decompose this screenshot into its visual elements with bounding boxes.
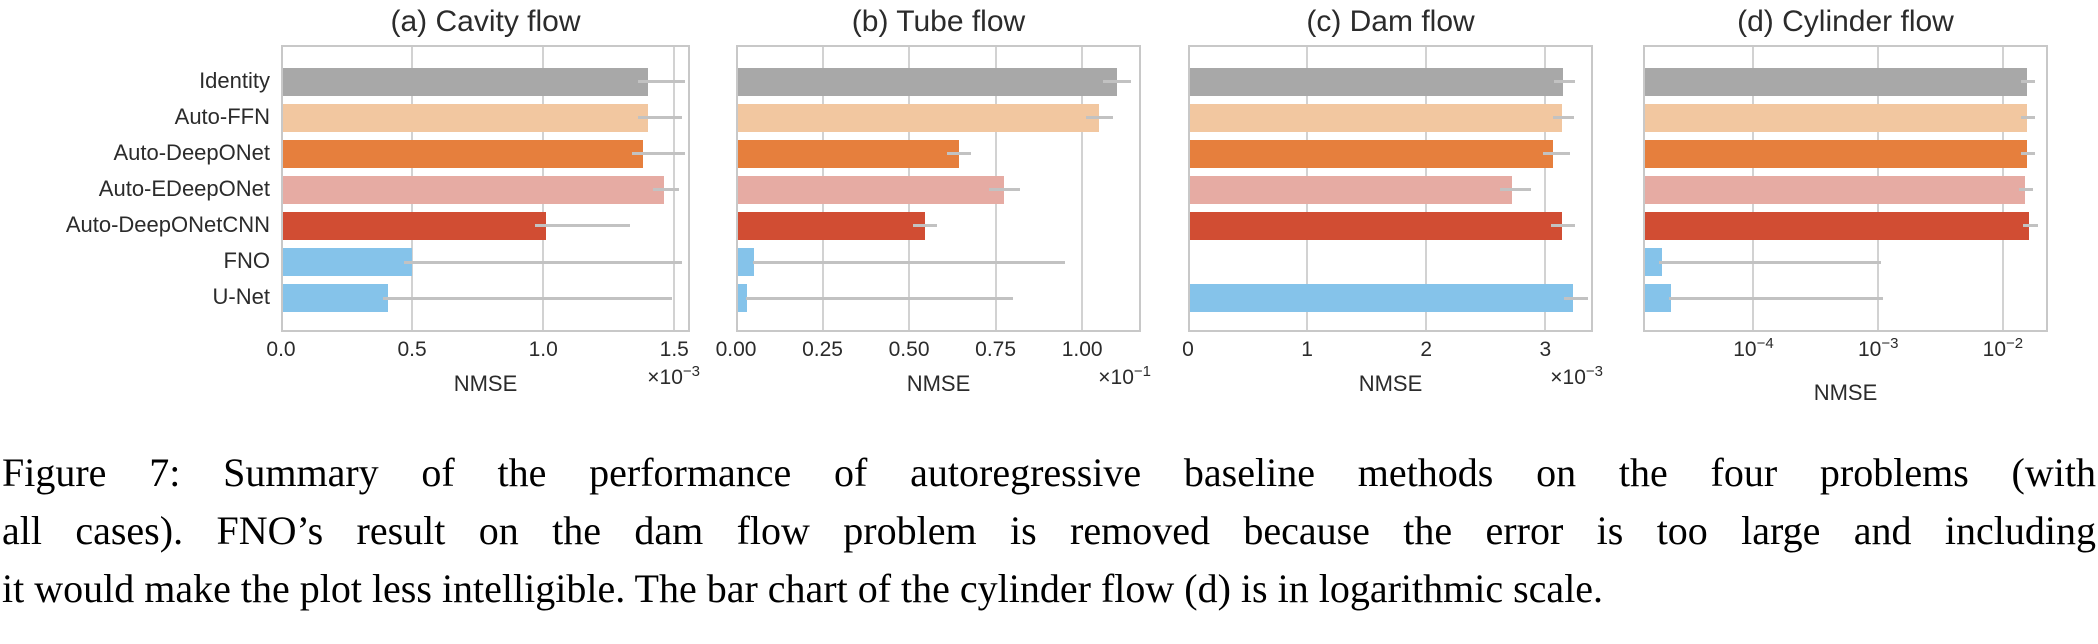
axis-offset-cavity-flow: ×10−3 (647, 363, 700, 389)
errorbar-dam-flow-1 (1552, 116, 1574, 120)
x-tick-tube-flow-3: 0.75 (975, 338, 1017, 361)
bar-dam-flow-6 (1188, 284, 1573, 313)
axis-offset-dam-flow: ×10−3 (1550, 363, 1603, 389)
figure-caption: Figure 7: Summary of the performance of … (2, 444, 2096, 618)
x-axis-label-cylinder-flow: NMSE (1813, 380, 1878, 405)
errorbar-dam-flow-4 (1551, 224, 1576, 228)
errorbar-cylinder-flow-1 (2021, 116, 2035, 120)
x-axis-label-tube-flow: NMSE (906, 371, 971, 396)
x-tick-dam-flow-0: 0 (1182, 338, 1194, 361)
x-tick-tube-flow-2: 0.50 (888, 338, 930, 361)
bar-cavity-flow-4 (281, 211, 546, 240)
category-label-identity: Identity (199, 67, 270, 93)
bar-cylinder-flow-6 (1643, 284, 1672, 313)
x-tick-tube-flow-0: 0.00 (715, 338, 757, 361)
x-tick-cavity-flow-1: 0.5 (397, 338, 427, 361)
errorbar-tube-flow-3 (988, 188, 1020, 192)
x-tick-cavity-flow-3: 1.5 (659, 338, 689, 361)
bar-dam-flow-4 (1188, 211, 1563, 240)
category-label-auto-edeeponet: Auto-EDeepONet (98, 175, 270, 201)
errorbar-tube-flow-1 (1085, 116, 1114, 120)
errorbar-tube-flow-5 (752, 260, 1065, 264)
bar-dam-flow-1 (1188, 103, 1563, 132)
errorbar-cavity-flow-4 (535, 224, 630, 228)
errorbar-cylinder-flow-0 (2021, 80, 2035, 83)
errorbar-cavity-flow-6 (383, 296, 672, 300)
x-tick-dam-flow-2: 2 (1420, 338, 1433, 361)
bar-cavity-flow-5 (281, 248, 413, 276)
plot-box-cylinder-flow (1643, 45, 2048, 332)
plot-box-dam-flow (1188, 45, 1593, 332)
errorbar-tube-flow-4 (912, 224, 937, 228)
bar-cavity-flow-2 (281, 139, 643, 168)
x-axis-label-cavity-flow: NMSE (453, 371, 518, 396)
x-tick-cylinder-flow-1: 10−3 (1857, 335, 1899, 361)
chart-title-cavity-flow: (a) Cavity flow (390, 5, 581, 38)
chart-title-dam-flow: (c) Dam flow (1306, 5, 1475, 38)
bar-cylinder-flow-2 (1643, 139, 2027, 168)
bar-tube-flow-2 (736, 139, 960, 168)
caption-line-1: Figure 7: Summary of the performance of … (2, 450, 2096, 495)
x-tick-cylinder-flow-2: 10−2 (1982, 335, 2024, 361)
errorbar-dam-flow-0 (1553, 80, 1576, 83)
axis-offset-tube-flow: ×10−1 (1098, 363, 1151, 389)
category-label-auto-deeponet: Auto-DeepONet (113, 139, 270, 165)
category-label-auto-deeponetcnn: Auto-DeepONetCNN (65, 211, 270, 237)
caption-line-2: all cases). FNO’s result on the dam flow… (2, 508, 2096, 553)
bar-cavity-flow-3 (281, 175, 664, 204)
bar-tube-flow-1 (736, 103, 1100, 132)
x-tick-dam-flow-1: 1 (1301, 338, 1313, 361)
x-tick-tube-flow-4: 1.00 (1061, 338, 1103, 361)
errorbar-cylinder-flow-6 (1668, 296, 1884, 300)
bar-cavity-flow-0 (281, 67, 649, 96)
x-tick-tube-flow-1: 0.25 (802, 338, 843, 361)
x-tick-cylinder-flow-0: 10−4 (1733, 335, 1774, 361)
bar-tube-flow-5 (736, 248, 754, 276)
plot-box-tube-flow (736, 45, 1141, 332)
bar-dam-flow-3 (1188, 175, 1512, 204)
errorbar-dam-flow-3 (1500, 188, 1532, 192)
chart-title-cylinder-flow: (d) Cylinder flow (1737, 5, 1954, 38)
gridline-tube-flow-4 (1081, 47, 1084, 330)
plot-box-cavity-flow (281, 45, 690, 332)
gridline-dam-flow-3 (1544, 47, 1547, 330)
bar-cylinder-flow-5 (1643, 248, 1663, 276)
bar-cavity-flow-1 (281, 103, 649, 132)
bar-cylinder-flow-3 (1643, 175, 2025, 204)
errorbar-dam-flow-6 (1564, 296, 1589, 300)
bar-tube-flow-4 (736, 211, 925, 240)
errorbar-cavity-flow-0 (637, 80, 685, 83)
errorbar-cylinder-flow-2 (2021, 152, 2035, 156)
bar-cylinder-flow-0 (1643, 67, 2027, 96)
bar-cavity-flow-6 (281, 284, 389, 313)
errorbar-dam-flow-2 (1542, 152, 1571, 156)
x-tick-dam-flow-3: 3 (1539, 338, 1552, 361)
errorbar-tube-flow-6 (745, 296, 1013, 300)
category-label-fno: FNO (223, 248, 270, 273)
x-axis-label-dam-flow: NMSE (1358, 371, 1423, 396)
errorbar-cylinder-flow-3 (2019, 188, 2034, 192)
errorbar-tube-flow-2 (947, 152, 972, 156)
bar-dam-flow-0 (1188, 67, 1564, 96)
errorbar-cavity-flow-1 (637, 116, 683, 120)
errorbar-cavity-flow-3 (653, 188, 680, 192)
bar-tube-flow-3 (736, 175, 1005, 204)
bar-dam-flow-2 (1188, 139, 1553, 168)
bar-cylinder-flow-1 (1643, 103, 2027, 132)
chart-title-tube-flow: (b) Tube flow (851, 5, 1026, 38)
category-label-auto-ffn: Auto-FFN (174, 103, 270, 129)
bar-tube-flow-6 (736, 284, 748, 313)
bar-tube-flow-0 (736, 67, 1117, 96)
x-tick-cavity-flow-0: 0.0 (266, 338, 296, 361)
errorbar-cylinder-flow-4 (2023, 224, 2038, 228)
bar-cylinder-flow-4 (1643, 211, 2030, 240)
errorbar-cavity-flow-5 (404, 260, 683, 264)
category-label-u-net: U-Net (212, 284, 270, 310)
caption-line-3: it would make the plot less intelligible… (2, 566, 1604, 611)
errorbar-tube-flow-0 (1102, 80, 1131, 83)
errorbar-cavity-flow-2 (632, 152, 685, 156)
errorbar-cylinder-flow-5 (1659, 260, 1881, 264)
x-tick-cavity-flow-2: 1.0 (528, 338, 558, 361)
